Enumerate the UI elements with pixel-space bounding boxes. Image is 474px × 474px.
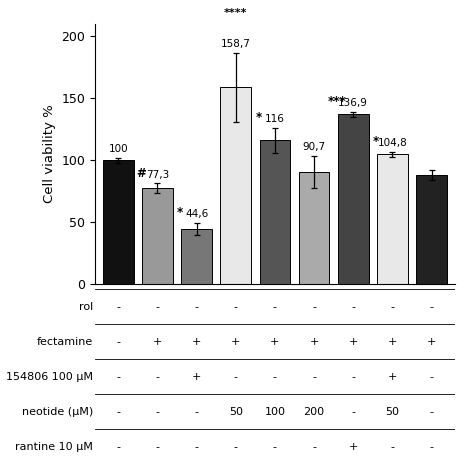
Text: +: + (348, 337, 358, 347)
Text: -: - (234, 301, 238, 312)
Text: +: + (388, 372, 397, 382)
Text: +: + (348, 442, 358, 452)
Text: -: - (195, 442, 199, 452)
Text: -: - (391, 301, 394, 312)
Text: -: - (312, 442, 316, 452)
Bar (260, 140, 290, 284)
Text: rol: rol (79, 301, 93, 312)
Text: -: - (116, 372, 120, 382)
Text: -: - (155, 407, 159, 417)
Text: -: - (155, 301, 159, 312)
Text: -: - (273, 442, 277, 452)
Bar (103, 160, 134, 284)
Text: #: # (136, 167, 146, 180)
Y-axis label: Cell viability %: Cell viability % (43, 105, 55, 203)
Text: *: * (255, 111, 262, 124)
Text: 77,3: 77,3 (146, 170, 169, 180)
Text: +: + (270, 337, 280, 347)
Text: -: - (116, 337, 120, 347)
Text: -: - (429, 372, 434, 382)
Text: +: + (192, 337, 201, 347)
Text: -: - (351, 372, 355, 382)
Text: -: - (116, 301, 120, 312)
Text: -: - (391, 442, 394, 452)
Text: -: - (195, 301, 199, 312)
Bar (142, 189, 173, 284)
Text: +: + (427, 337, 436, 347)
Text: 200: 200 (303, 407, 325, 417)
Bar (416, 175, 447, 284)
Bar (220, 87, 251, 284)
Text: +: + (310, 337, 319, 347)
Text: *: * (373, 135, 379, 148)
Text: 100: 100 (109, 144, 128, 154)
Text: -: - (155, 372, 159, 382)
Text: +: + (231, 337, 240, 347)
Text: 44,6: 44,6 (185, 209, 208, 219)
Text: 90,7: 90,7 (302, 142, 326, 152)
Text: -: - (429, 301, 434, 312)
Text: rantine 10 μM: rantine 10 μM (15, 442, 93, 452)
Text: 50: 50 (385, 407, 400, 417)
Text: -: - (116, 407, 120, 417)
Text: -: - (116, 442, 120, 452)
Text: 104,8: 104,8 (377, 138, 407, 148)
Text: neotide (μM): neotide (μM) (22, 407, 93, 417)
Text: 50: 50 (229, 407, 243, 417)
Text: -: - (429, 407, 434, 417)
Bar (338, 114, 368, 284)
Bar (299, 172, 329, 284)
Text: 100: 100 (264, 407, 285, 417)
Text: -: - (155, 442, 159, 452)
Text: -: - (351, 407, 355, 417)
Text: -: - (234, 372, 238, 382)
Text: ***: *** (328, 95, 346, 108)
Text: ****: **** (224, 8, 247, 18)
Text: 136,9: 136,9 (338, 98, 368, 108)
Text: -: - (273, 301, 277, 312)
Bar (377, 155, 408, 284)
Text: +: + (388, 337, 397, 347)
Text: -: - (195, 407, 199, 417)
Text: -: - (234, 442, 238, 452)
Text: -: - (273, 372, 277, 382)
Text: -: - (312, 372, 316, 382)
Text: *: * (177, 206, 183, 219)
Text: +: + (192, 372, 201, 382)
Text: fectamine: fectamine (36, 337, 93, 347)
Text: 158,7: 158,7 (221, 39, 251, 49)
Text: 154806 100 μM: 154806 100 μM (6, 372, 93, 382)
Text: -: - (429, 442, 434, 452)
Text: 116: 116 (265, 114, 285, 124)
Text: -: - (312, 301, 316, 312)
Text: -: - (351, 301, 355, 312)
Text: +: + (153, 337, 162, 347)
Bar (182, 229, 212, 284)
